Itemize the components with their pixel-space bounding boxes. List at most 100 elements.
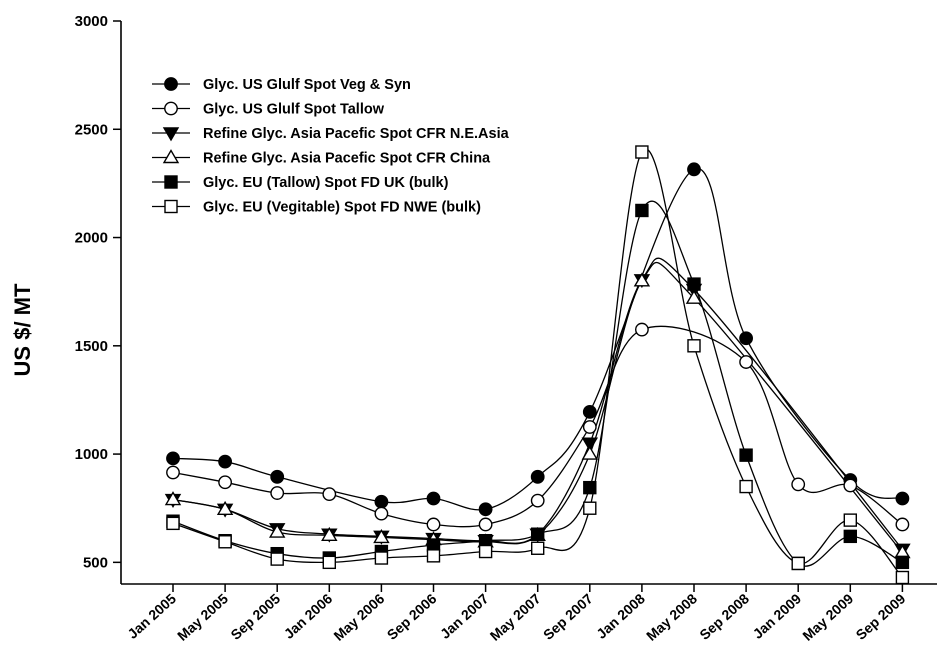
data-point (426, 549, 441, 563)
legend-label: Glyc. US Glulf Spot Tallow (203, 102, 385, 118)
data-point (687, 162, 701, 177)
x-tick-label: Sep 2005 (227, 590, 283, 643)
x-tick-label: Sep 2009 (853, 590, 909, 643)
data-point (531, 527, 545, 541)
data-point (270, 469, 285, 484)
data-point (582, 420, 597, 434)
data-point (633, 272, 651, 287)
data-point (270, 486, 285, 500)
data-point (895, 517, 910, 532)
data-point (583, 480, 597, 495)
series-line-4 (172, 261, 903, 554)
data-point (478, 544, 493, 559)
data-point (218, 535, 232, 549)
series-line-5 (172, 200, 903, 567)
y-tick-label: 1000 (75, 446, 108, 463)
data-point (843, 529, 857, 544)
series-markers-1 (166, 162, 910, 517)
y-tick-label: 500 (83, 554, 108, 571)
data-point (426, 517, 441, 532)
x-tick-label: Sep 2008 (696, 590, 752, 643)
data-point (739, 479, 753, 494)
data-point (531, 541, 545, 555)
x-tick-label: May 2009 (799, 590, 856, 644)
legend-entry-5: Glyc. EU (Tallow) Spot FD UK (bulk) (152, 175, 449, 191)
y-tick-label: 3000 (75, 13, 108, 30)
data-point (895, 491, 910, 506)
data-point (843, 513, 857, 527)
data-point (739, 355, 753, 369)
x-tick-label: Jan 2005 (124, 590, 179, 642)
data-point (218, 454, 233, 469)
data-point (216, 500, 234, 515)
data-point (164, 491, 182, 506)
legend-marker (164, 77, 178, 91)
data-point (374, 494, 389, 509)
data-point (166, 451, 180, 466)
legend-marker (162, 127, 180, 142)
data-point (426, 491, 441, 506)
x-tick-label: May 2006 (330, 590, 387, 644)
data-point (268, 523, 286, 538)
data-point (581, 437, 599, 452)
legend-entry-3: Refine Glyc. Asia Pacefic Spot CFR N.E.A… (152, 126, 510, 142)
data-point (322, 487, 337, 502)
data-point (270, 552, 284, 566)
y-tick-label: 2000 (75, 230, 108, 247)
legend-marker (162, 149, 180, 164)
data-point (687, 339, 701, 353)
data-point (530, 493, 545, 508)
data-point (530, 469, 545, 484)
plot-area (164, 145, 911, 585)
data-point (374, 551, 389, 565)
data-point (582, 404, 597, 419)
x-tick-label: Jan 2007 (437, 590, 492, 642)
data-point (583, 501, 597, 515)
x-tick-label: May 2005 (174, 590, 231, 644)
legend-label: Glyc. EU (Tallow) Spot FD UK (bulk) (203, 175, 449, 191)
data-point (581, 445, 599, 460)
y-tick-label: 2500 (75, 121, 108, 138)
data-point (843, 478, 858, 493)
x-tick-label: Jan 2008 (593, 590, 648, 642)
legend: Glyc. US Glulf Spot Veg & Syn Glyc. US Gl… (152, 77, 510, 216)
x-tick-label: Jan 2006 (281, 590, 336, 642)
data-point (685, 289, 703, 304)
data-point (791, 556, 805, 571)
y-axis-title: US $/ MT (10, 283, 35, 376)
legend-marker (164, 175, 178, 189)
data-point (635, 145, 649, 159)
data-point (373, 529, 390, 544)
legend-marker (164, 199, 178, 214)
series-markers-6 (166, 145, 910, 585)
data-point (322, 555, 336, 570)
legend-label: Refine Glyc. Asia Pacefic Spot CFR China (203, 151, 491, 167)
data-point (166, 516, 180, 531)
data-point (791, 477, 806, 492)
data-point (895, 570, 910, 585)
series-line-2 (172, 325, 903, 528)
x-tick-label: Jan 2009 (750, 590, 805, 642)
data-point (478, 517, 493, 532)
x-tick-label: Sep 2007 (540, 590, 596, 643)
legend-label: Refine Glyc. Asia Pacefic Spot CFR N.E.A… (203, 126, 510, 142)
data-point (895, 555, 910, 570)
legend-marker (164, 101, 178, 116)
legend-entry-1: Glyc. US Glulf Spot Veg & Syn (152, 77, 411, 93)
series-markers-5 (166, 203, 910, 571)
series-markers-2 (166, 322, 910, 532)
legend-entry-6: Glyc. EU (Vegitable) Spot FD NWE (bulk) (152, 200, 481, 216)
data-point (635, 203, 649, 218)
data-point (739, 331, 753, 346)
legend-entry-4: Refine Glyc. Asia Pacefic Spot CFR China (152, 149, 491, 167)
data-point (166, 465, 180, 480)
legend-label: Glyc. EU (Vegitable) Spot FD NWE (bulk) (203, 200, 481, 216)
data-point (478, 502, 493, 517)
data-point (321, 526, 338, 541)
y-tick-label: 1500 (75, 338, 108, 355)
x-tick-label: May 2008 (643, 590, 700, 644)
legend-label: Glyc. US Glulf Spot Veg & Syn (203, 77, 411, 93)
data-point (374, 506, 389, 521)
